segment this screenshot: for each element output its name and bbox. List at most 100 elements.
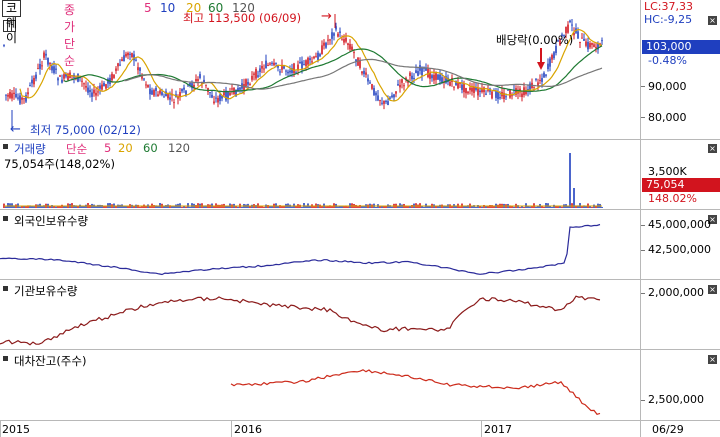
volume-bar: [29, 205, 31, 208]
candle-body: [141, 75, 143, 79]
short-close-icon[interactable]: ×: [708, 355, 717, 364]
candle-body: [599, 43, 601, 45]
grid-icon[interactable]: [3, 20, 16, 32]
volume-bar: [183, 205, 185, 208]
candle-body: [515, 88, 517, 95]
institution-title: 기관보유수량: [14, 284, 78, 298]
volume-bar: [309, 205, 311, 208]
candle-body: [217, 97, 219, 103]
candle-body: [541, 78, 543, 82]
volume-ma-label: 단순: [66, 142, 88, 156]
short-balance-line: [230, 369, 601, 415]
candle-body: [475, 87, 477, 90]
short-collapse-icon[interactable]: [3, 356, 8, 361]
candle-body: [247, 82, 249, 85]
institution-close-icon[interactable]: ×: [708, 285, 717, 294]
candle-body: [233, 87, 235, 94]
volume-bar: [49, 206, 51, 208]
candle-body: [481, 88, 483, 93]
candle-body: [297, 64, 299, 70]
volume-bar: [491, 205, 493, 208]
candle-body: [17, 97, 19, 99]
candle-body: [409, 72, 411, 76]
candle-body: [119, 64, 121, 66]
volume-pane[interactable]: 거래량 단순 5 20 60 120 75,054주(148,02%) × 3,…: [0, 140, 720, 210]
candle-body: [21, 97, 23, 100]
price-chart[interactable]: [0, 0, 720, 140]
volume-bar: [585, 206, 587, 208]
institution-ownership-pane[interactable]: 기관보유수량 × 2,000,000: [0, 280, 720, 350]
candle-body: [279, 71, 281, 73]
candle-body: [427, 68, 429, 78]
candle-body: [195, 79, 197, 82]
candle-body: [579, 41, 581, 44]
candle-body: [281, 64, 283, 70]
candle-body: [449, 81, 451, 86]
price-axis-80000: 80,000: [648, 111, 687, 124]
volume-collapse-icon[interactable]: [3, 144, 8, 149]
candle-body: [399, 84, 401, 88]
volume-bar: [313, 205, 315, 208]
candle-body: [239, 87, 241, 90]
candle-body: [367, 78, 369, 82]
x-label-2017: 2017: [484, 423, 512, 436]
x-axis[interactable]: 2015 2016 2017 06/29: [0, 420, 720, 437]
institution-axis-2m: 2,000,000: [648, 286, 704, 299]
short-balance-chart[interactable]: [0, 350, 720, 420]
institution-collapse-icon[interactable]: [3, 286, 8, 291]
volume-bar: [429, 206, 431, 208]
candle-body: [101, 84, 103, 90]
candle-body: [589, 43, 591, 48]
candle-body: [401, 79, 403, 83]
volume-bar: [267, 205, 269, 208]
volume-bar: [259, 206, 261, 208]
candle-body: [371, 84, 373, 89]
foreign-close-icon[interactable]: ×: [708, 215, 717, 224]
candle-body: [567, 24, 569, 33]
candle-body: [499, 97, 501, 99]
candle-body: [461, 84, 463, 90]
stock-name-box[interactable]: 코웨이: [2, 0, 22, 45]
candle-body: [197, 79, 199, 81]
volume-bar: [551, 206, 553, 208]
volume-bar: [537, 206, 539, 208]
institution-ownership-chart[interactable]: [0, 280, 720, 350]
volume-bar: [455, 205, 457, 208]
volume-bar: [125, 205, 127, 208]
volume-bar: [305, 205, 307, 208]
candle-body: [469, 87, 471, 91]
close-icon[interactable]: ×: [708, 16, 717, 25]
candle-body: [353, 52, 355, 54]
volume-bar: [463, 206, 465, 208]
foreign-ownership-pane[interactable]: 외국인보유수량 × 45,000,000 42,500,000: [0, 210, 720, 280]
volume-bar: [589, 205, 591, 208]
short-balance-pane[interactable]: 대차잔고(주수) × 2,500,000: [0, 350, 720, 420]
volume-bar: [31, 205, 33, 208]
volume-bar: [391, 206, 393, 208]
candle-body: [213, 101, 215, 104]
candle-body: [301, 61, 303, 69]
candle-body: [257, 75, 259, 77]
volume-bar: [5, 206, 7, 208]
price-pane[interactable]: 코웨이 종가 단순 5 10 20 60 120 최고 113,500 (06/…: [0, 0, 720, 140]
candle-body: [375, 92, 377, 96]
candle-body: [479, 90, 481, 93]
volume-bar: [77, 205, 79, 208]
volume-bar: [331, 206, 333, 208]
candle-body: [65, 73, 67, 77]
volume-bar: [409, 206, 411, 208]
volume-bar: [123, 206, 125, 208]
candle-body: [89, 89, 91, 93]
candle-body: [255, 69, 257, 79]
volume-close-icon[interactable]: ×: [708, 144, 717, 153]
candle-body: [237, 88, 239, 92]
volume-chart[interactable]: [0, 140, 720, 210]
candle-body: [105, 84, 107, 89]
foreign-collapse-icon[interactable]: [3, 216, 8, 221]
candle-body: [127, 52, 129, 56]
foreign-ownership-chart[interactable]: [0, 210, 720, 280]
candle-body: [45, 53, 47, 56]
candle-body: [583, 38, 585, 41]
current-volume-tag: 75,054: [642, 178, 720, 192]
candle-body: [561, 34, 563, 37]
